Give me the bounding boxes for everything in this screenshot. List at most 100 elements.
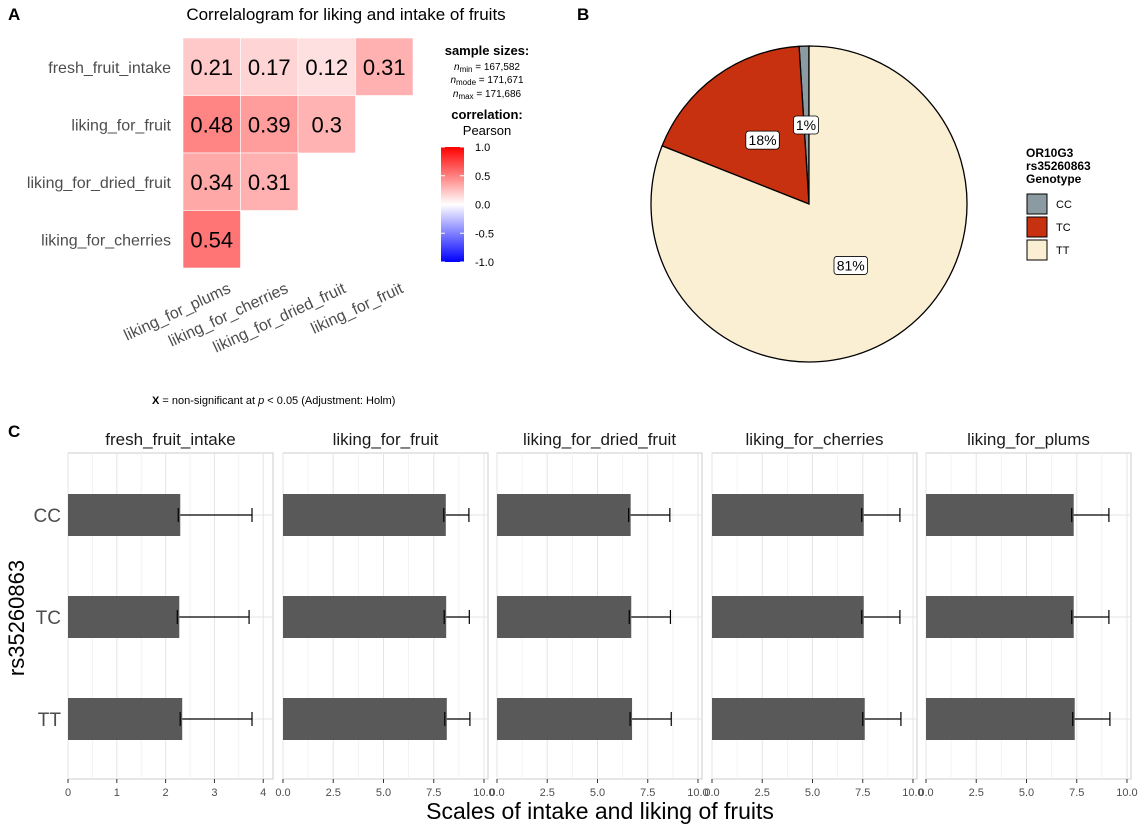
- bar-category-label: CC: [34, 506, 61, 527]
- correlogram-cell-value: 0.54: [190, 227, 233, 252]
- correlogram-cell: [240, 37, 299, 96]
- pie-slice-label-box: [833, 256, 868, 275]
- bar-facets-panel: fresh_fruit_intake 0 1 2 3 4 liking_for_fruit 0…: [4, 430, 1138, 824]
- correlogram-row-label: liking_for_dried_fruit: [27, 175, 172, 192]
- correlation-method: Pearson: [463, 123, 511, 138]
- panel-c-label: C: [8, 422, 20, 441]
- pie-slice-tt: [650, 45, 968, 363]
- pie-legend-key: [1026, 193, 1048, 215]
- correlogram-cells: 0.21 0.17 0.12 0.31 0.48 0.39 0.3 0.34 0.31 0.54: [182, 37, 414, 269]
- bar: [283, 698, 447, 740]
- colorbar-tick-label: 0.0: [475, 200, 490, 212]
- footnote: X = non-significant at p < 0.05 (Adjustm…: [152, 395, 395, 407]
- correlogram-cell: [297, 95, 356, 154]
- correlogram-cell-value: 0.17: [248, 55, 291, 80]
- correlation-heading: correlation:: [451, 107, 523, 122]
- correlogram-cell-value: 0.31: [248, 170, 291, 195]
- colorbar-ticks: 1.0 0.5 0.0 -0.5 -1.0: [441, 142, 494, 269]
- correlogram-row-label: liking_for_fruit: [71, 117, 171, 134]
- x-tick-label: 5.0: [805, 787, 820, 799]
- correlogram-cell-value: 0.48: [190, 112, 233, 137]
- sample-size-max: nmax = 171,686: [453, 89, 522, 101]
- x-tick-label: 7.5: [426, 787, 441, 799]
- pie-slice-tc: [661, 45, 810, 205]
- x-tick-label: 10.0: [1116, 787, 1137, 799]
- facet-title: liking_for_cherries: [746, 430, 884, 449]
- x-tick-label: 0: [65, 787, 71, 799]
- colorbar-tick-label: -1.0: [475, 257, 494, 269]
- colorbar-tick-label: -0.5: [475, 228, 494, 240]
- pie-legend-key: [1026, 216, 1048, 238]
- sample-sizes-heading: sample sizes:: [445, 43, 530, 58]
- facet-title: liking_for_dried_fruit: [523, 430, 676, 449]
- facet-title: liking_for_fruit: [333, 430, 439, 449]
- x-tick-label: 2: [163, 787, 169, 799]
- colorbar-tick-label: 0.5: [475, 171, 490, 183]
- x-tick-label: 10.0: [473, 787, 494, 799]
- correlogram-cell-value: 0.3: [311, 112, 342, 137]
- correlogram-cell: [182, 95, 241, 154]
- bar-facets: fresh_fruit_intake 0 1 2 3 4 liking_for_fruit 0…: [65, 430, 1138, 799]
- x-tick-label: 0.0: [275, 787, 290, 799]
- bar: [926, 698, 1075, 740]
- x-tick-label: 0.0: [918, 787, 933, 799]
- correlogram-cell: [297, 37, 356, 96]
- sample-size-min: nmin = 167,582: [454, 62, 520, 74]
- bar: [926, 494, 1074, 536]
- x-tick-label: 0.0: [489, 787, 504, 799]
- colorbar: [441, 147, 464, 262]
- correlogram-cell: [182, 37, 241, 96]
- bar: [497, 596, 632, 638]
- panel-a-label: A: [8, 5, 20, 24]
- pie-legend-label: TC: [1056, 222, 1071, 234]
- pie-slices: [650, 45, 968, 363]
- facet-title: fresh_fruit_intake: [105, 430, 235, 449]
- bar-category-labels: CC TC TT: [34, 506, 62, 731]
- bar: [68, 698, 183, 740]
- pie-slice-label: 1%: [796, 117, 816, 133]
- correlogram-row-label: liking_for_cherries: [41, 232, 171, 249]
- correlogram-row-labels: fresh_fruit_intake liking_for_fruitliking…: [27, 60, 172, 250]
- bar-category-label: TT: [38, 710, 62, 731]
- x-tick-label: 10.0: [902, 787, 923, 799]
- bar: [68, 494, 181, 536]
- x-tick-label: 5.0: [1019, 787, 1034, 799]
- correlogram-cell-value: 0.31: [363, 55, 406, 80]
- bar: [283, 596, 447, 638]
- pie-legend: CC TC TT: [1026, 193, 1072, 261]
- pie-legend-label: CC: [1056, 199, 1072, 211]
- x-tick-label: 2.5: [540, 787, 555, 799]
- x-tick-label: 7.5: [1069, 787, 1084, 799]
- pie-legend-key: [1026, 239, 1048, 261]
- x-tick-label: 5.0: [376, 787, 391, 799]
- correlogram-title: Correlalogram for liking and intake of f…: [186, 5, 505, 24]
- x-tick-label: 1: [114, 787, 120, 799]
- bar: [712, 698, 865, 740]
- colorbar-tick-label: 1.0: [475, 142, 490, 154]
- correlogram-cell-value: 0.12: [305, 55, 348, 80]
- bar-x-axis-label: Scales of intake and liking of fruits: [426, 798, 774, 824]
- correlogram-cell: [355, 37, 414, 96]
- x-tick-label: 7.5: [855, 787, 870, 799]
- correlogram-cell: [240, 95, 299, 154]
- bar: [283, 494, 446, 536]
- correlogram-cell-value: 0.21: [190, 55, 233, 80]
- x-tick-label: 0.0: [704, 787, 719, 799]
- bar: [497, 494, 631, 536]
- bar: [712, 494, 864, 536]
- x-tick-label: 10.0: [687, 787, 708, 799]
- x-tick-label: 4: [260, 787, 266, 799]
- pie-slice-label-box: [745, 130, 780, 150]
- pie-legend-title: OR10G3 rs35260863 Genotype: [1026, 146, 1094, 186]
- pie-slice-label: 81%: [837, 257, 865, 273]
- bar: [68, 596, 180, 638]
- correlogram-cell: [182, 210, 241, 269]
- x-tick-label: 2.5: [326, 787, 341, 799]
- pie-panel: 1% 18% 81% OR10G3 rs35260863 Genotype CC TC…: [650, 45, 1094, 363]
- correlogram-cell: [240, 152, 299, 211]
- bar: [712, 596, 864, 638]
- x-tick-label: 2.5: [969, 787, 984, 799]
- x-tick-label: 5.0: [590, 787, 605, 799]
- facet-title: liking_for_plums: [967, 430, 1090, 449]
